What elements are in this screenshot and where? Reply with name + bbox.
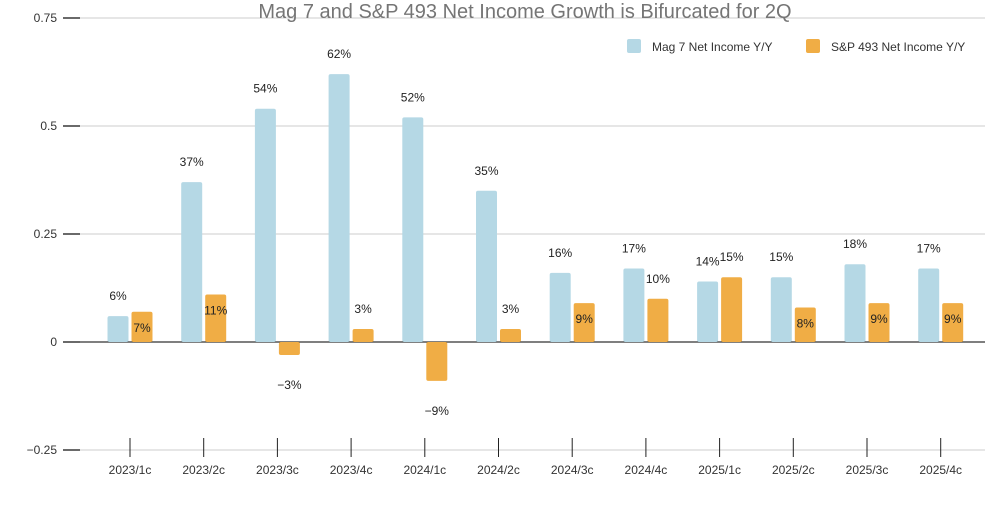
bar-mag7	[918, 268, 940, 342]
x-tick-label: 2025/2c	[772, 463, 815, 477]
x-tick-label: 2025/1c	[698, 463, 741, 477]
bar-sp493	[721, 277, 743, 342]
data-label-mag7: 14%	[696, 255, 720, 269]
x-tick-label: 2023/4c	[330, 463, 373, 477]
bars: 6% 7% 37% 11% 54% −3% 62% 3% 52% −9% 35% 3% 16% 9% 17%…	[107, 47, 964, 418]
data-label-mag7: 62%	[327, 47, 351, 61]
data-label-sp493: −9%	[425, 404, 450, 418]
bar-mag7	[476, 190, 497, 342]
legend-label: Mag 7 Net Income Y/Y	[652, 40, 773, 54]
data-label-mag7: 6%	[109, 289, 127, 303]
bar-mag7	[328, 74, 350, 342]
data-label-mag7: 17%	[917, 242, 941, 256]
x-axis: 2023/1c 2023/2c 2023/3c 2023/4c 2024/1c 2024/…	[109, 438, 962, 477]
bar-mag7	[402, 117, 424, 342]
bar-sp493	[573, 303, 595, 342]
bar-mag7	[107, 316, 129, 342]
bar-sp493	[500, 329, 521, 342]
data-label-sp493: 7%	[133, 321, 151, 335]
data-label-mag7: 37%	[180, 155, 204, 169]
bar-sp493	[205, 294, 227, 342]
x-tick-label: 2023/1c	[109, 463, 152, 477]
data-label-mag7: 18%	[843, 237, 867, 251]
data-label-sp493: 9%	[870, 312, 888, 326]
bar-sp493	[942, 303, 964, 342]
gridlines	[80, 17, 985, 451]
x-tick-label: 2024/1c	[403, 463, 446, 477]
bar-sp493	[426, 342, 448, 381]
data-label-sp493: 3%	[354, 302, 372, 316]
data-label-sp493: 3%	[502, 302, 520, 316]
y-tick-label: 0.25	[34, 227, 58, 241]
data-label-sp493: 8%	[797, 316, 815, 330]
bar-sp493	[352, 329, 374, 342]
x-tick-label: 2024/2c	[477, 463, 520, 477]
data-label-mag7: 35%	[474, 164, 498, 178]
y-tick-label: 0	[50, 335, 57, 349]
x-tick-label: 2023/3c	[256, 463, 299, 477]
chart-title: Mag 7 and S&P 493 Net Income Growth is B…	[258, 1, 791, 23]
data-label-mag7: 15%	[769, 250, 793, 264]
data-label-mag7: 52%	[401, 90, 425, 104]
bar-mag7	[254, 108, 276, 342]
bar-sp493	[647, 298, 669, 342]
y-tick-label: 0.5	[40, 119, 57, 133]
data-label-sp493: 9%	[576, 312, 594, 326]
x-tick-label: 2025/4c	[919, 463, 962, 477]
data-label-sp493: 15%	[720, 250, 744, 264]
y-axis: −0.25 0 0.25 0.5 0.75	[27, 11, 80, 457]
data-label-mag7: 16%	[548, 246, 572, 260]
x-tick-label: 2025/3c	[846, 463, 889, 477]
bar-sp493	[794, 307, 816, 342]
bar-mag7	[623, 268, 645, 342]
y-tick-label: 0.75	[34, 11, 58, 25]
legend-swatch	[806, 39, 820, 53]
data-label-sp493: 11%	[204, 303, 227, 317]
data-label-sp493: −3%	[277, 378, 302, 392]
data-label-sp493: 9%	[944, 312, 962, 326]
legend-swatch	[627, 39, 641, 53]
legend-label: S&P 493 Net Income Y/Y	[831, 40, 965, 54]
bar-mag7	[697, 281, 719, 342]
data-label-mag7: 17%	[622, 242, 646, 256]
bar-mag7	[549, 272, 571, 342]
x-tick-label: 2024/3c	[551, 463, 594, 477]
bar-sp493	[131, 311, 153, 342]
bar-sp493	[278, 342, 300, 355]
bar-mag7	[844, 264, 866, 342]
bar-mag7	[770, 277, 792, 342]
data-label-mag7: 54%	[253, 82, 277, 96]
bar-mag7	[181, 182, 203, 342]
y-tick-label: −0.25	[27, 443, 58, 457]
x-tick-label: 2023/2c	[182, 463, 225, 477]
legend: Mag 7 Net Income Y/Y S&P 493 Net Income Y…	[627, 39, 965, 54]
x-tick-label: 2024/4c	[625, 463, 668, 477]
data-label-sp493: 10%	[646, 272, 670, 286]
bar-sp493	[868, 303, 890, 342]
